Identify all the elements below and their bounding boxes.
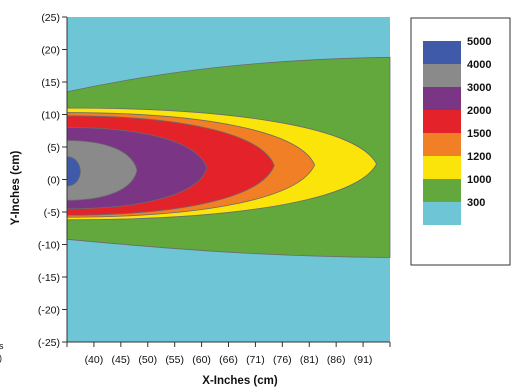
contour-band-5000 — [66, 156, 81, 187]
legend-items: 5000 4000 3000 2000 1500 1200 1000 300 — [423, 36, 491, 225]
legend-label-3000: 3000 — [467, 82, 491, 94]
legend-swatch-1000 — [423, 179, 461, 202]
legend-label-2000: 2000 — [467, 105, 491, 117]
y-tick-label: (-10) — [38, 240, 60, 252]
y-tick-label: (10) — [41, 110, 60, 122]
contour-band-4000 — [66, 140, 138, 201]
y-tick-label: (20) — [41, 45, 60, 57]
legend-swatch-1200 — [423, 156, 461, 179]
y-tick-label: (5) — [47, 142, 60, 154]
legend-label-300: 300 — [467, 197, 485, 209]
legend-swatch-1500 — [423, 133, 461, 156]
legend-label-1200: 1200 — [467, 151, 491, 163]
legend-swatch-2000 — [423, 110, 461, 133]
legend-label-5000: 5000 — [467, 36, 491, 48]
x-axis-ticks: (40) (45) (50) (55) (60) (66) (71) (76) (81) (86)… — [66, 342, 391, 366]
legend-swatch-300 — [423, 202, 461, 225]
y-tick-label: (-15) — [38, 272, 60, 284]
edge-label-fragment-2: ) — [0, 353, 2, 363]
legend-label-1500: 1500 — [467, 128, 491, 140]
y-tick-label: (-20) — [38, 305, 60, 317]
legend-label-1000: 1000 — [467, 174, 491, 186]
x-tick-label: (81) — [300, 354, 319, 366]
contour-regions — [66, 56, 391, 258]
x-tick-label: (76) — [273, 354, 292, 366]
edge-label-fragment-1: s — [0, 341, 4, 351]
x-tick-label: (40) — [85, 354, 104, 366]
x-tick-label: (60) — [192, 354, 211, 366]
legend-swatch-5000 — [423, 41, 461, 64]
y-tick-label: (15) — [41, 77, 60, 89]
x-tick-label: (71) — [246, 354, 265, 366]
x-axis-title: X-Inches (cm) — [202, 375, 278, 387]
y-axis-ticks: (25) (20) (15) (10) (5) (0) (-5) (-10) (-15) (-20… — [38, 12, 67, 349]
y-tick-label: (-25) — [38, 337, 60, 349]
x-tick-label: (55) — [165, 354, 184, 366]
y-tick-label: (0) — [47, 175, 60, 187]
y-tick-label: (25) — [41, 12, 60, 24]
x-tick-label: (91) — [354, 354, 373, 366]
x-tick-label: (45) — [111, 354, 130, 366]
legend: 5000 4000 3000 2000 1500 1200 1000 300 — [410, 17, 511, 266]
x-tick-label: (86) — [327, 354, 346, 366]
legend-swatch-3000 — [423, 87, 461, 110]
y-tick-label: (-5) — [44, 207, 60, 219]
legend-swatch-4000 — [423, 64, 461, 87]
x-tick-label: (50) — [138, 354, 157, 366]
y-axis-title: Y-Inches (cm) — [10, 150, 22, 225]
legend-label-4000: 4000 — [467, 59, 491, 71]
x-tick-label: (66) — [219, 354, 238, 366]
